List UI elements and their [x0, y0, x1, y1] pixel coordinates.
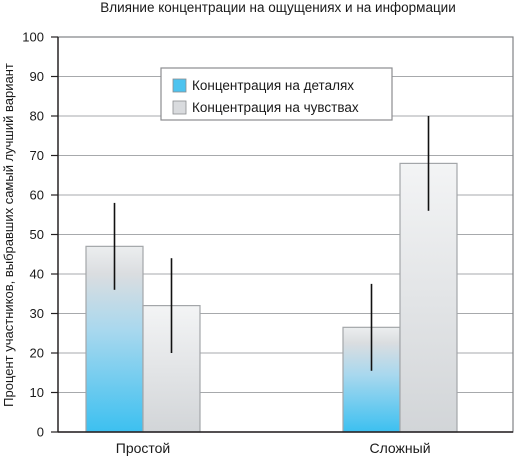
y-axis-label-group: Процент участников, выбравших самый лучш…	[1, 63, 16, 407]
y-tick-label: 70	[30, 148, 44, 163]
y-tick-label: 40	[30, 267, 44, 282]
legend-swatch	[172, 78, 187, 93]
y-tick-label: 100	[22, 30, 44, 45]
y-tick-label: 80	[30, 109, 44, 124]
y-tick-label: 10	[30, 385, 44, 400]
y-tick-labels: 0 10 20 30 40 50 60 70 80 90 100	[22, 30, 44, 440]
y-tick-label: 30	[30, 306, 44, 321]
chart-title: Влияние концентрации на ощущениях и на и…	[100, 0, 456, 15]
legend-box	[160, 67, 393, 121]
legend-entry: Концентрация на чувствах	[192, 100, 359, 115]
y-tick-label: 50	[30, 227, 44, 242]
legend: Концентрация на деталях Концентрация на ч…	[160, 67, 393, 121]
axes	[51, 36, 514, 433]
y-tick-label: 0	[37, 425, 44, 440]
y-axis-label: Процент участников, выбравших самый лучш…	[1, 63, 16, 407]
x-tick-label: Простой	[116, 440, 171, 456]
error-bars	[113, 116, 430, 371]
legend-swatch	[172, 100, 187, 115]
x-tick-label: Сложный	[369, 440, 430, 456]
x-tick-labels: Простой Сложный	[116, 440, 431, 456]
y-tick-label: 90	[30, 69, 44, 84]
y-tick-label: 60	[30, 188, 44, 203]
y-tick-label: 20	[30, 346, 44, 361]
legend-entry: Концентрация на деталях	[192, 78, 354, 93]
